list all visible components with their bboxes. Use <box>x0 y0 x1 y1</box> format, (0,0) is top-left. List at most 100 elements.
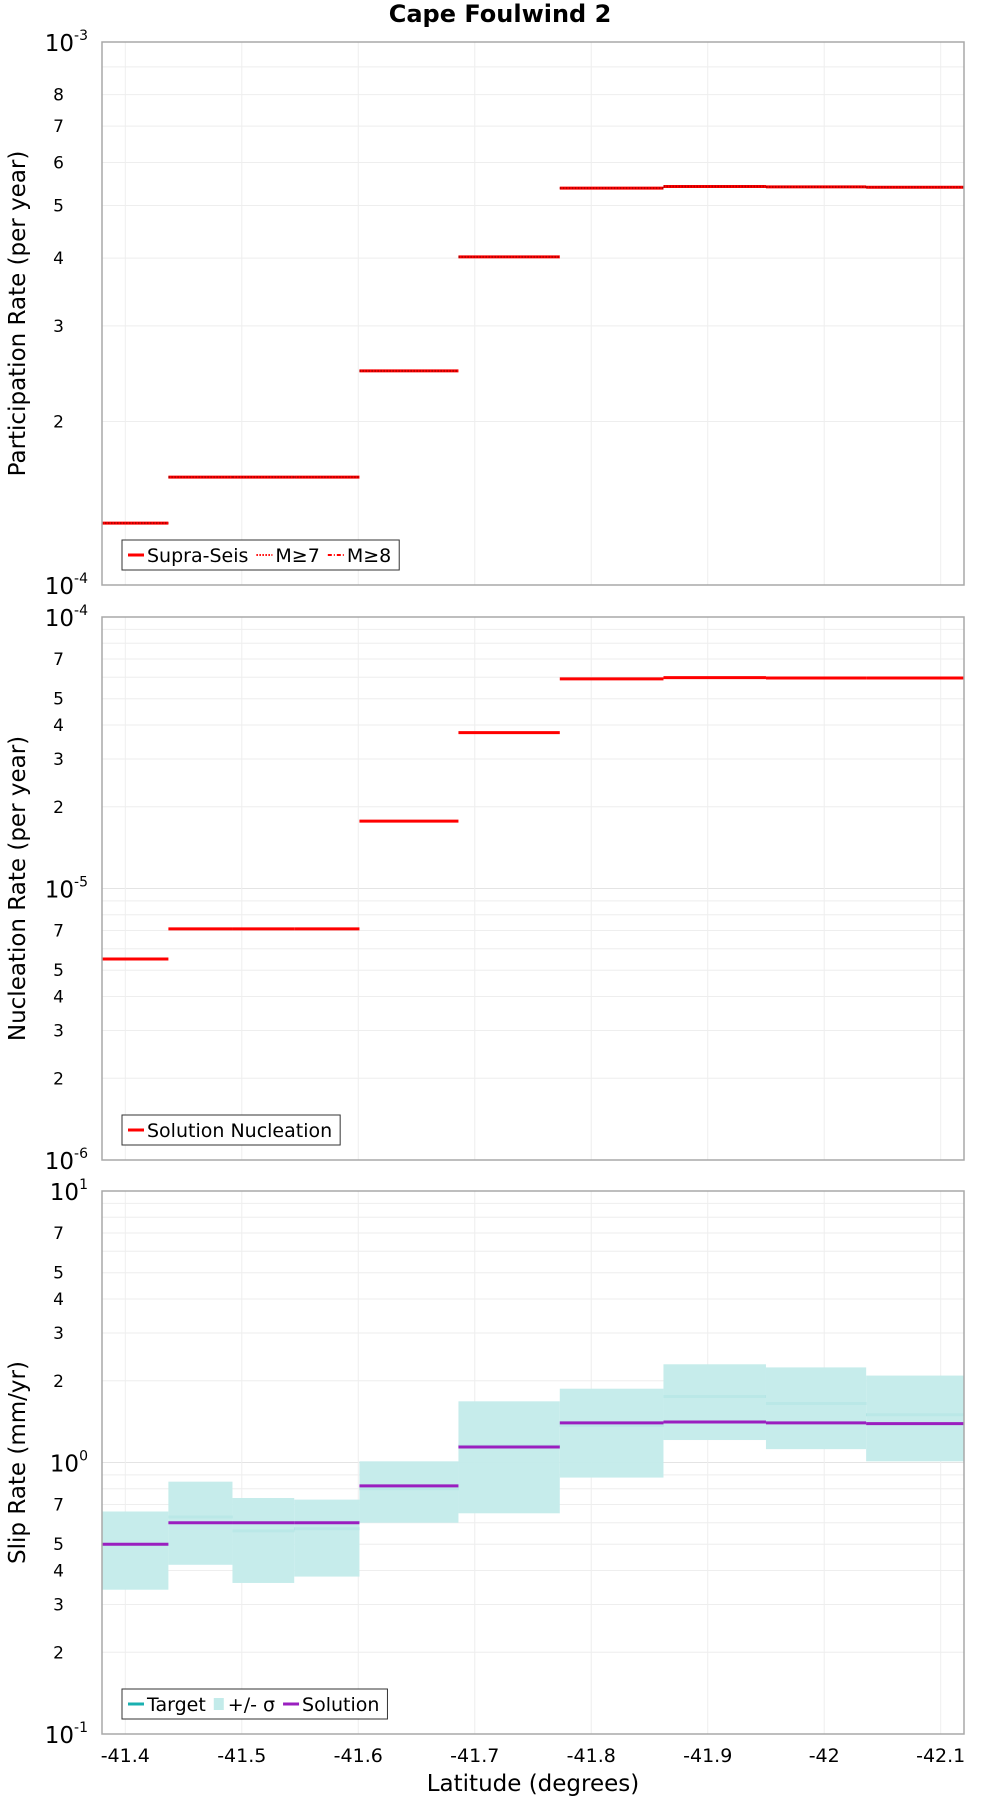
y-tick-label-minor: 4 <box>53 988 64 1008</box>
legend: Target +/- σ Solution <box>121 1688 388 1720</box>
y-tick-label-minor: 3 <box>53 1324 64 1344</box>
sigma-band-segment <box>663 1364 766 1441</box>
y-tick-label-minor: 5 <box>53 690 64 710</box>
y-tick-label-minor: 2 <box>53 798 64 818</box>
y-axis-label: Nucleation Rate (per year) <box>5 736 31 1041</box>
y-tick-label-major: 10-4 <box>45 603 88 632</box>
y-tick-label-minor: 5 <box>53 1264 64 1284</box>
sigma-band-segment <box>866 1375 964 1462</box>
legend-label: Solution Nucleation <box>147 1120 332 1142</box>
tick-exponent: -5 <box>74 875 88 891</box>
x-tick-label: -41.7 <box>450 1745 499 1767</box>
tick-exponent: 1 <box>79 1177 88 1193</box>
y-tick-label-minor: 3 <box>53 1021 64 1041</box>
gridlines <box>102 617 964 1161</box>
series-- <box>102 1364 964 1590</box>
y-axis-label: Participation Rate (per year) <box>5 151 31 477</box>
chart-title: Cape Foulwind 2 <box>389 0 612 28</box>
series-m-7 <box>102 185 964 525</box>
sigma-band-segment <box>102 1511 169 1590</box>
plot-background <box>102 42 964 585</box>
plot-border <box>101 1190 965 1735</box>
legend-label: M≥7 <box>275 545 319 567</box>
y-tick-label-major: 10-4 <box>45 571 88 600</box>
legend: Supra-Seis M≥7 M≥8 <box>121 539 400 571</box>
y-tick-label-minor: 2 <box>53 1372 64 1392</box>
panel-2: Nucleation Rate (per year)10-610-510-422… <box>5 603 965 1175</box>
tick-exponent: -4 <box>74 603 88 619</box>
tick-exponent: -6 <box>74 1146 88 1162</box>
panels-group: Participation Rate (per year)10-410-3234… <box>5 28 965 1767</box>
y-tick-label-minor: 5 <box>53 196 64 216</box>
tick-exponent: -1 <box>74 1720 88 1736</box>
sigma-band-segment <box>294 1499 360 1577</box>
sigma-band-segment <box>559 1388 664 1478</box>
x-tick-label: -41.4 <box>101 1745 150 1767</box>
y-tick-label-major: 100 <box>50 1449 88 1478</box>
y-tick-label-minor: 7 <box>53 922 64 942</box>
tick-base: 10 <box>45 1723 74 1749</box>
plot-border <box>101 616 965 1161</box>
y-tick-label-minor: 7 <box>53 1496 64 1516</box>
y-tick-label-minor: 7 <box>53 1224 64 1244</box>
y-tick-label-minor: 2 <box>53 1643 64 1663</box>
y-tick-label-major: 10-1 <box>45 1720 88 1749</box>
tick-base: 10 <box>45 1149 74 1175</box>
series-solution-nucleation <box>102 676 964 961</box>
x-tick-label: -41.9 <box>683 1745 732 1767</box>
sigma-band-segment <box>359 1461 459 1523</box>
tick-exponent: 0 <box>79 1449 88 1465</box>
y-tick-label-minor: 4 <box>53 1290 64 1310</box>
legend-label: Solution <box>302 1694 379 1716</box>
legend-label: M≥8 <box>347 545 391 567</box>
y-tick-label-minor: 4 <box>53 249 64 269</box>
x-tick-label: -41.5 <box>217 1745 266 1767</box>
y-tick-label-minor: 8 <box>53 86 64 106</box>
y-tick-label-minor: 2 <box>53 1069 64 1089</box>
tick-base: 10 <box>45 31 74 57</box>
legend-box <box>121 1688 388 1720</box>
y-tick-label-minor: 2 <box>53 413 64 433</box>
x-tick-label: -41.6 <box>334 1745 383 1767</box>
legend-box <box>121 1114 341 1146</box>
y-tick-label-minor: 3 <box>53 750 64 770</box>
x-tick-label: -42.1 <box>916 1745 965 1767</box>
y-tick-label-minor: 6 <box>53 153 64 173</box>
y-tick-label-minor: 3 <box>53 317 64 337</box>
plot-border <box>101 41 965 586</box>
x-tick-label: -42 <box>809 1745 840 1767</box>
y-tick-label-minor: 7 <box>53 650 64 670</box>
series-solution <box>102 1420 964 1546</box>
y-tick-label-major: 10-5 <box>45 875 88 904</box>
panel-1: Participation Rate (per year)10-410-3234… <box>5 28 965 600</box>
y-tick-label-minor: 3 <box>53 1595 64 1615</box>
sigma-band-segment <box>232 1498 295 1583</box>
sigma-band-segment <box>458 1401 560 1514</box>
y-tick-label-minor: 7 <box>53 117 64 137</box>
legend-label: +/- σ <box>228 1694 275 1716</box>
legend-box <box>121 539 400 571</box>
x-tick-label: -41.8 <box>567 1745 616 1767</box>
tick-base: 10 <box>50 1452 79 1478</box>
y-tick-label-major: 101 <box>50 1177 88 1206</box>
legend-label: Target <box>146 1694 206 1716</box>
x-axis-label: Latitude (degrees) <box>427 1771 640 1797</box>
legend-swatch <box>213 1698 224 1710</box>
y-axis-label: Slip Rate (mm/yr) <box>5 1361 31 1564</box>
gridlines <box>102 42 964 586</box>
tick-base: 10 <box>45 574 74 600</box>
y-tick-label-minor: 4 <box>53 1562 64 1582</box>
y-tick-label-major: 10-3 <box>45 28 88 57</box>
y-tick-label-major: 10-6 <box>45 1146 88 1175</box>
legend: Solution Nucleation <box>121 1114 341 1146</box>
y-tick-label-minor: 4 <box>53 716 64 736</box>
tick-base: 10 <box>45 878 74 904</box>
tick-exponent: -4 <box>74 571 88 587</box>
legend-label: Supra-Seis <box>147 545 248 567</box>
y-tick-label-minor: 5 <box>53 961 64 981</box>
tick-base: 10 <box>45 606 74 632</box>
panel-3: Slip Rate (mm/yr)10-11001012233445577Tar… <box>5 1177 965 1767</box>
tick-exponent: -3 <box>74 28 88 44</box>
y-tick-label-minor: 5 <box>53 1535 64 1555</box>
